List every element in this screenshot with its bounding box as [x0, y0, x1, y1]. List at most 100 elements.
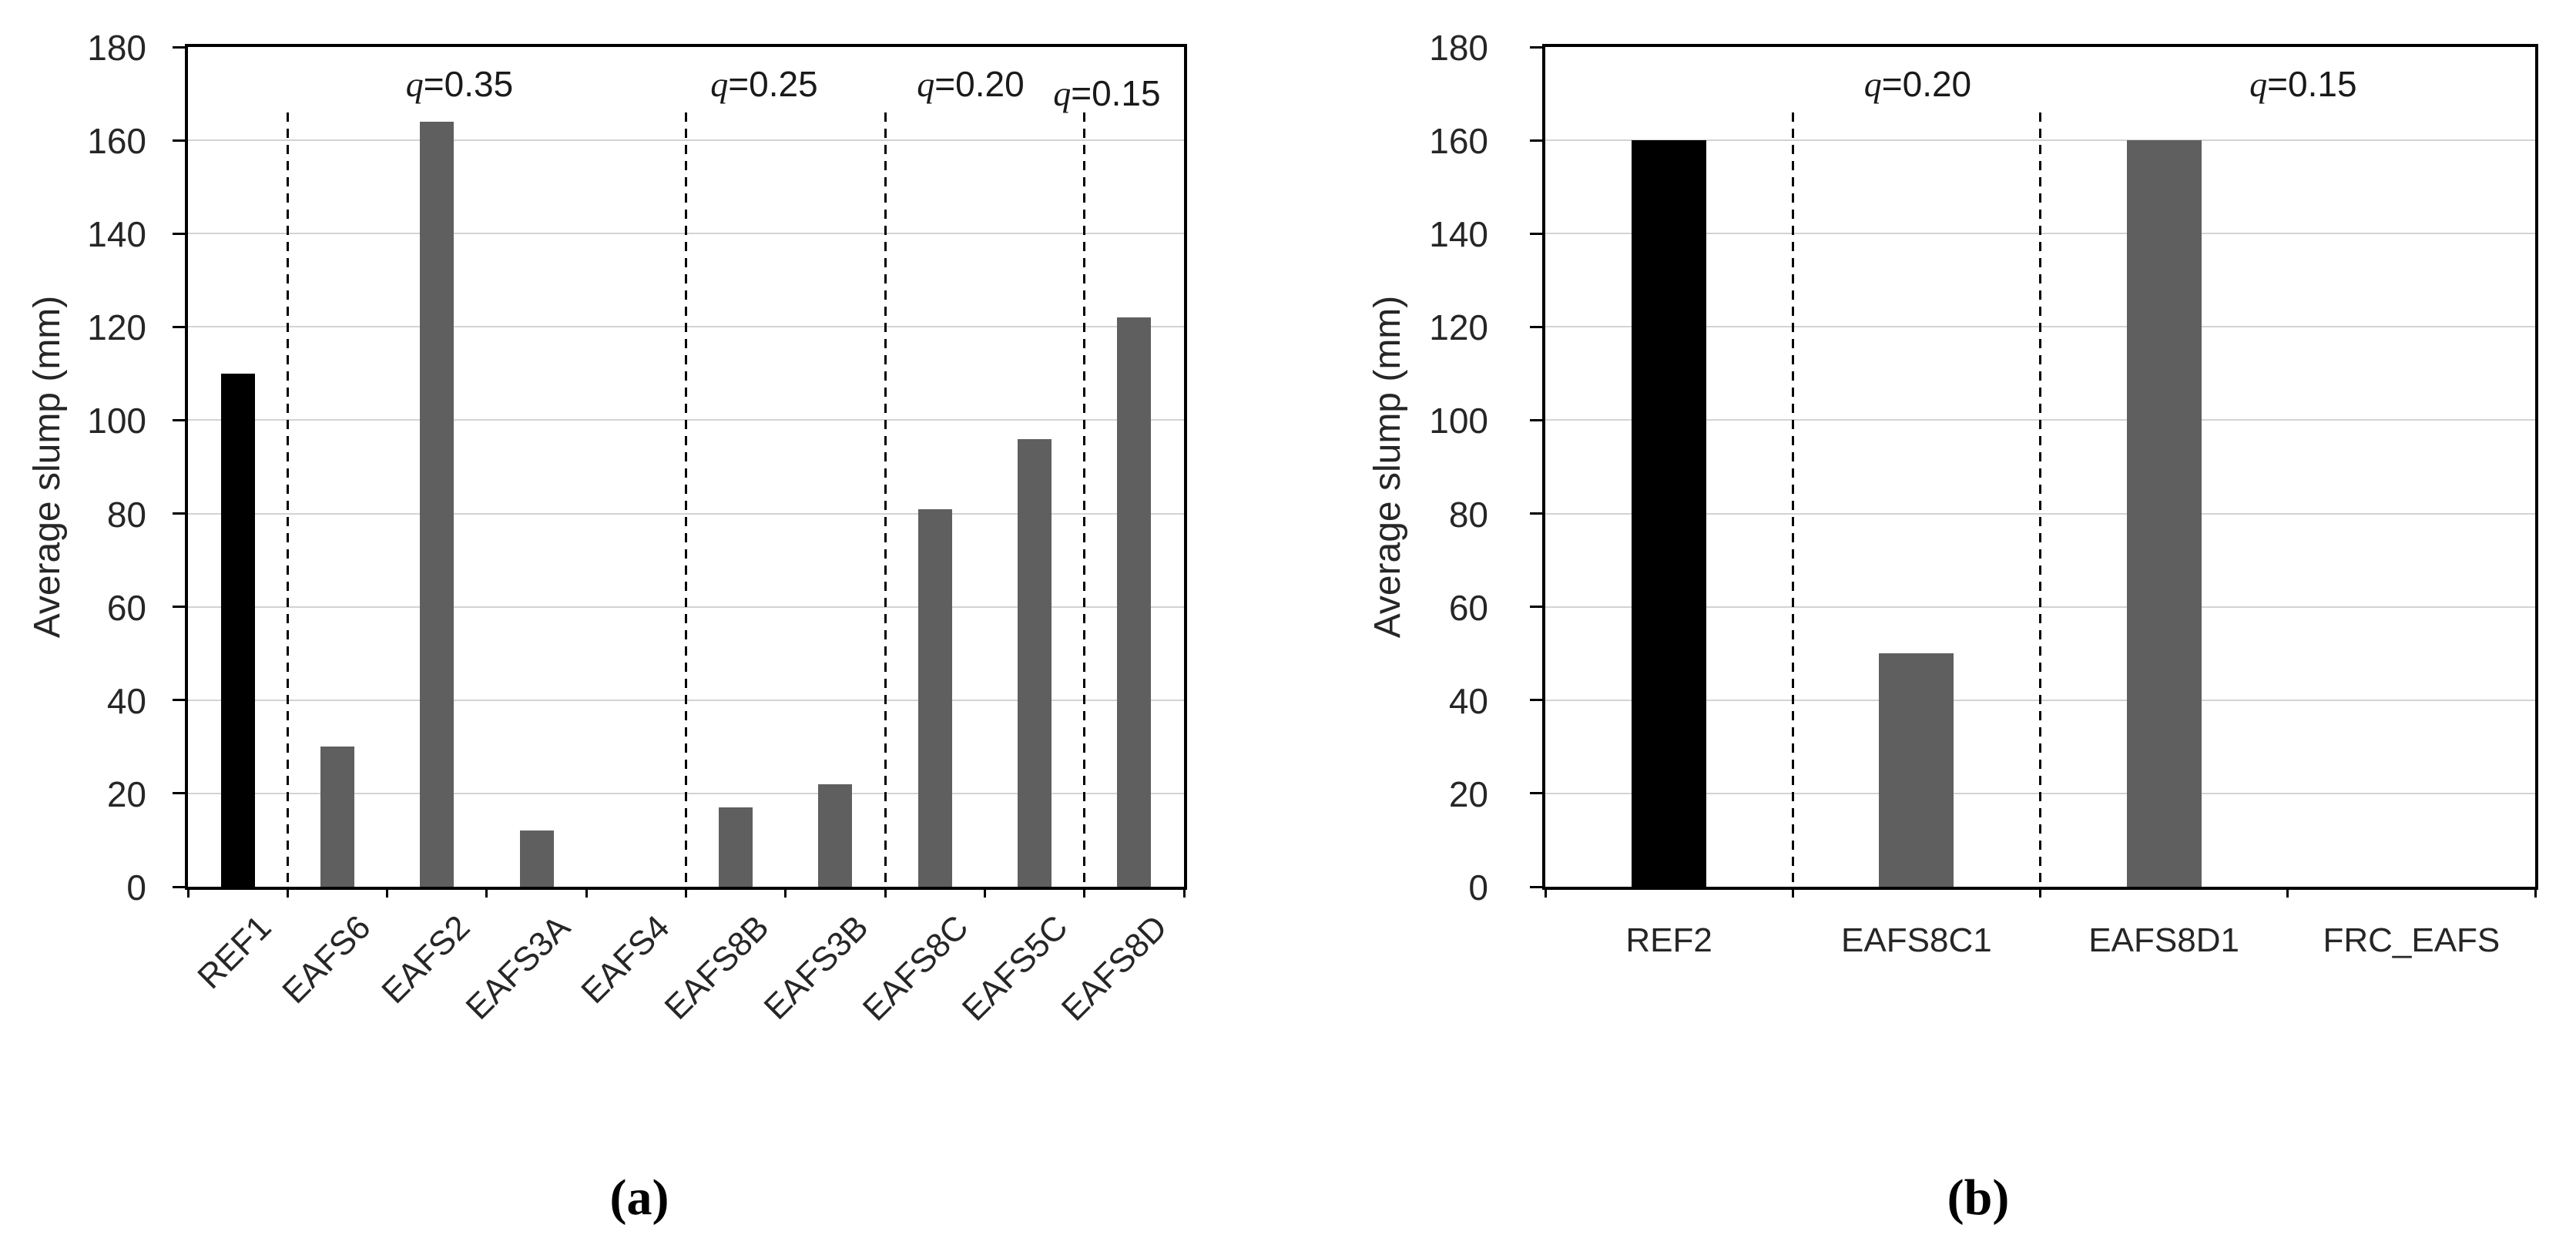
- bar-EAFS6: [320, 747, 354, 887]
- x-tick-mark: [1182, 887, 1186, 898]
- y-tick-label-0: 0: [126, 867, 146, 908]
- annotation-q=0.15: q=0.15: [1053, 73, 1161, 113]
- x-label-EAFS6: EAFS6: [275, 908, 378, 1012]
- x-tick-mark: [983, 887, 986, 898]
- bar-EAFS2: [420, 121, 454, 887]
- y-tick-label-80: 80: [1448, 494, 1488, 535]
- bar-EAFS8D1: [2126, 140, 2202, 887]
- group-separator: [1791, 112, 1794, 887]
- y-tick-label-140: 140: [1429, 214, 1488, 255]
- caption-a: (a): [609, 1169, 669, 1226]
- y-tick-label-160: 160: [87, 121, 146, 162]
- x-label-EAFS8B: EAFS8B: [657, 908, 776, 1027]
- x-label-EAFS8D: EAFS8D: [1055, 908, 1175, 1028]
- y-tick-mark-0: [1530, 885, 1542, 888]
- y-tick-mark-120: [1530, 325, 1542, 328]
- panel-a-plot-inner: [188, 47, 1184, 887]
- y-tick-label-0: 0: [1468, 867, 1488, 908]
- y-tick-label-60: 60: [106, 587, 146, 628]
- x-tick-mark: [186, 887, 190, 898]
- bar-EAFS3A: [519, 831, 554, 887]
- y-tick-mark-140: [173, 232, 185, 235]
- y-tick-mark-60: [1530, 606, 1542, 609]
- y-tick-label-40: 40: [106, 680, 146, 721]
- y-tick-label-60: 60: [1448, 587, 1488, 628]
- x-tick-mark: [485, 887, 488, 898]
- panel-b-plot-inner: [1545, 47, 2535, 887]
- x-tick-mark: [2039, 887, 2041, 898]
- y-tick-label-140: 140: [87, 214, 146, 255]
- annotation-q-symbol: q: [1863, 65, 1882, 104]
- y-tick-mark-140: [1530, 232, 1542, 235]
- y-tick-mark-180: [1530, 45, 1542, 49]
- x-tick-mark: [286, 887, 289, 898]
- y-tick-mark-40: [1530, 699, 1542, 702]
- y-tick-label-120: 120: [87, 307, 146, 348]
- annotation-q=0.20: q=0.20: [917, 64, 1025, 104]
- x-tick-mark: [784, 887, 787, 898]
- y-tick-mark-100: [1530, 418, 1542, 421]
- y-tick-label-120: 120: [1429, 307, 1488, 348]
- y-axis-title-a: Average slump (mm): [27, 295, 68, 639]
- y-tick-mark-160: [173, 139, 185, 142]
- annotation-q=0.35: q=0.35: [405, 64, 514, 104]
- x-label-EAFS8D1: EAFS8D1: [2088, 921, 2239, 959]
- annotation-q-symbol: q: [405, 65, 424, 104]
- panel-b-plot-area: [1542, 44, 2538, 890]
- y-tick-label-100: 100: [87, 401, 146, 441]
- y-axis-title-b: Average slump (mm): [1367, 295, 1408, 639]
- caption-b: (b): [1947, 1169, 2010, 1226]
- y-tick-mark-60: [173, 606, 185, 609]
- group-separator: [2039, 112, 2041, 887]
- y-tick-label-100: 100: [1429, 401, 1488, 441]
- x-tick-mark: [685, 887, 687, 898]
- x-label-EAFS4: EAFS4: [574, 908, 677, 1012]
- group-separator: [1083, 112, 1086, 887]
- x-tick-mark: [386, 887, 389, 898]
- bar-EAFS8C: [917, 508, 952, 887]
- x-label-EAFS5C: EAFS5C: [954, 908, 1075, 1028]
- y-tick-label-80: 80: [106, 494, 146, 535]
- bar-EAFS8C1: [1879, 653, 1954, 887]
- x-tick-mark: [585, 887, 588, 898]
- annotation-q-symbol: q: [1053, 74, 1072, 113]
- y-tick-label-160: 160: [1429, 121, 1488, 162]
- x-label-EAFS8C1: EAFS8C1: [1841, 921, 1992, 959]
- x-label-EAFS8C: EAFS8C: [855, 908, 976, 1028]
- annotation-q-symbol: q: [2249, 65, 2268, 104]
- annotation-q=0.25: q=0.25: [710, 64, 818, 104]
- x-label-EAFS3B: EAFS3B: [756, 908, 876, 1027]
- y-tick-mark-0: [173, 885, 185, 888]
- group-separator: [884, 112, 887, 887]
- x-tick-mark: [2534, 887, 2537, 898]
- bar-REF2: [1632, 140, 1707, 887]
- x-tick-mark: [1791, 887, 1794, 898]
- annotation-q=0.15: q=0.15: [2249, 64, 2357, 104]
- y-tick-label-40: 40: [1448, 680, 1488, 721]
- y-tick-label-20: 20: [106, 773, 146, 814]
- x-tick-mark: [2286, 887, 2289, 898]
- y-tick-mark-80: [1530, 512, 1542, 515]
- y-tick-mark-40: [173, 699, 185, 702]
- y-tick-mark-20: [173, 792, 185, 795]
- bar-REF1: [220, 373, 255, 887]
- x-tick-mark: [1083, 887, 1086, 898]
- y-tick-label-180: 180: [87, 28, 146, 68]
- x-label-EAFS3A: EAFS3A: [458, 908, 578, 1027]
- annotation-q=0.20: q=0.20: [1863, 64, 1972, 104]
- y-tick-label-20: 20: [1448, 773, 1488, 814]
- bar-EAFS3B: [818, 784, 853, 887]
- x-tick-mark: [1544, 887, 1547, 898]
- annotation-q-symbol: q: [710, 65, 729, 104]
- bar-EAFS5C: [1018, 438, 1052, 887]
- x-label-REF2: REF2: [1625, 921, 1712, 959]
- y-tick-mark-180: [173, 45, 185, 49]
- group-separator: [685, 112, 687, 887]
- x-label-EAFS2: EAFS2: [374, 908, 478, 1012]
- bar-EAFS8B: [719, 807, 753, 887]
- y-tick-mark-20: [1530, 792, 1542, 795]
- panel-a-plot-area: [185, 44, 1187, 890]
- x-label-FRC_EAFS: FRC_EAFS: [2323, 921, 2501, 959]
- y-tick-mark-160: [1530, 139, 1542, 142]
